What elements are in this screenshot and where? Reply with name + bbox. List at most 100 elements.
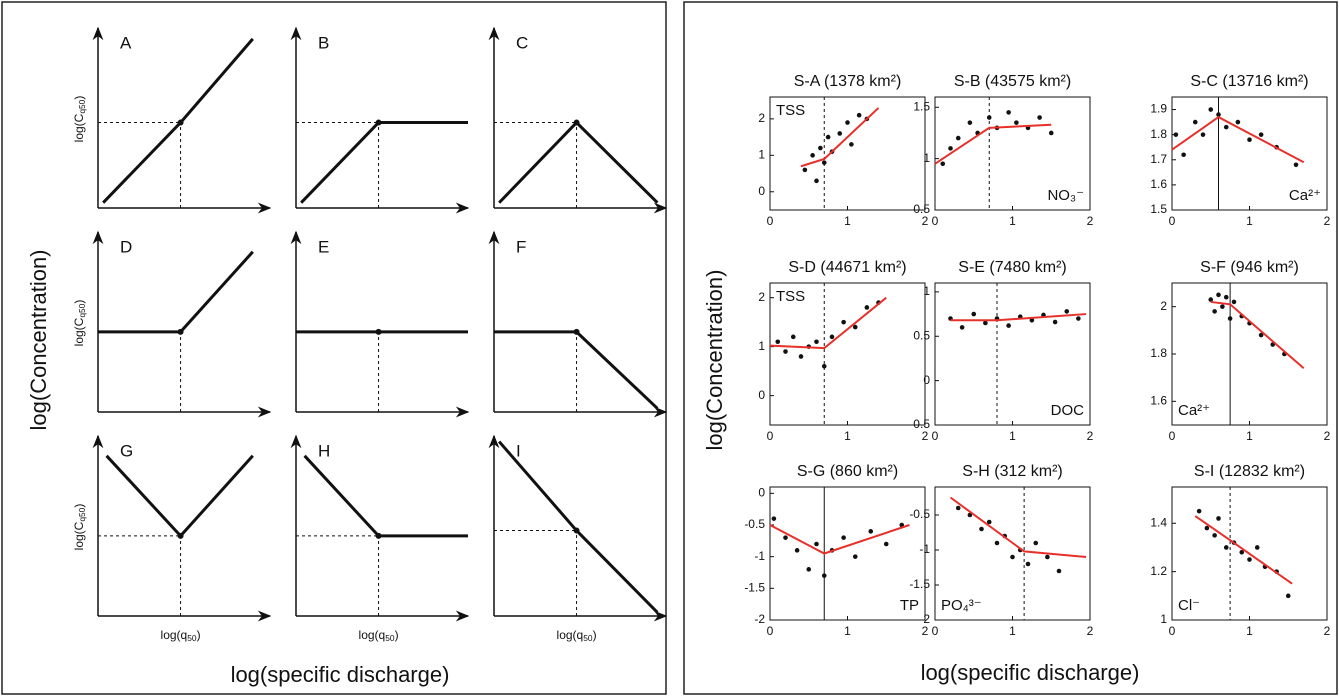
data-point bbox=[899, 522, 905, 528]
y-tick-label: 0 bbox=[923, 373, 930, 387]
y-tick-label: 0 bbox=[758, 388, 765, 402]
x-tick-label: 1 bbox=[1009, 214, 1016, 228]
data-point bbox=[1254, 545, 1260, 550]
panel-label: H bbox=[318, 441, 330, 460]
data-point bbox=[1208, 297, 1214, 302]
x-tick-label: 1 bbox=[844, 624, 851, 638]
x-tick-label: 2 bbox=[1087, 624, 1094, 638]
x-tick-label: 0 bbox=[932, 214, 939, 228]
x-axis-label: log(q50) bbox=[557, 628, 597, 643]
panel-annotation: Ca²⁺ bbox=[1178, 402, 1210, 419]
data-point bbox=[1025, 561, 1031, 567]
data-point bbox=[1227, 316, 1233, 321]
x-tick-label: 2 bbox=[1087, 429, 1094, 443]
data-point bbox=[1223, 545, 1229, 550]
x-tick-label: 0 bbox=[1169, 429, 1176, 443]
data-point bbox=[1181, 152, 1186, 158]
fit-line bbox=[1194, 515, 1293, 585]
x-axis-label-part: ) bbox=[395, 628, 399, 642]
data-point bbox=[837, 131, 843, 136]
fit-line bbox=[1171, 115, 1305, 164]
x-tick-label: 2 bbox=[922, 624, 929, 638]
y-tick-label: 1.7 bbox=[1150, 152, 1167, 166]
threshold-point bbox=[573, 119, 580, 126]
concept-line bbox=[498, 120, 659, 204]
data-point bbox=[783, 535, 788, 540]
panel-title: S-D (44671 km²) bbox=[788, 259, 906, 276]
y-tick-label: 0 bbox=[758, 486, 765, 500]
data-point bbox=[821, 160, 827, 165]
panel-label: I bbox=[516, 441, 521, 460]
threshold-point bbox=[573, 527, 580, 534]
x-tick-label: 0 bbox=[1169, 214, 1176, 228]
data-point bbox=[1258, 132, 1264, 137]
data-point bbox=[1064, 309, 1070, 314]
panel-annotation: TP bbox=[900, 597, 919, 614]
right-y-label: log(Concentration) bbox=[702, 270, 727, 451]
concept-line bbox=[300, 121, 468, 204]
fit-line bbox=[950, 313, 1087, 322]
data-point bbox=[849, 142, 854, 147]
threshold-point bbox=[573, 328, 580, 335]
fit-line bbox=[1210, 300, 1305, 369]
data-point bbox=[1196, 508, 1202, 514]
data-point bbox=[979, 526, 984, 532]
y-axis-label-part: q50 bbox=[77, 303, 87, 317]
x-tick-label: 2 bbox=[1324, 214, 1331, 228]
panel-title: S-H (312 km²) bbox=[962, 463, 1062, 480]
y-tick-label: 1.5 bbox=[913, 99, 930, 113]
left-frame bbox=[1, 1, 667, 695]
data-point bbox=[1258, 332, 1264, 338]
x-tick-label: 1 bbox=[1246, 624, 1253, 638]
x-axis-label-part: ) bbox=[593, 628, 597, 642]
data-point bbox=[1231, 299, 1237, 305]
y-axis-label: log(Cq50) bbox=[72, 504, 87, 551]
y-tick-label: 2 bbox=[1160, 299, 1167, 313]
panel-annotation: TSS bbox=[776, 102, 805, 119]
data-point bbox=[775, 339, 781, 345]
data-point bbox=[948, 146, 953, 151]
y-axis-label-part: log(C bbox=[72, 317, 86, 346]
data-point bbox=[971, 311, 977, 317]
data-point bbox=[821, 573, 827, 578]
y-tick-label: -1.5 bbox=[744, 581, 765, 595]
x-tick-label: 1 bbox=[1246, 429, 1253, 443]
y-tick-label: -2 bbox=[919, 612, 930, 626]
data-point bbox=[1216, 112, 1221, 117]
x-axis-label-part: 50 bbox=[583, 633, 593, 643]
y-tick-label: 0.5 bbox=[913, 202, 930, 216]
x-tick-label: 1 bbox=[1009, 429, 1016, 443]
panel-label: A bbox=[120, 33, 132, 52]
y-axis-label-part: ) bbox=[72, 504, 86, 508]
data-point bbox=[868, 529, 874, 534]
y-tick-label: 1.8 bbox=[1150, 346, 1167, 360]
threshold-point bbox=[375, 119, 382, 126]
panel-annotation: NO₃⁻ bbox=[1047, 187, 1084, 204]
y-tick-label: -1 bbox=[754, 549, 765, 563]
data-point bbox=[1285, 593, 1291, 599]
data-point bbox=[1239, 549, 1245, 555]
data-point bbox=[1048, 130, 1054, 136]
x-tick-label: 2 bbox=[1087, 214, 1094, 228]
x-axis-label-part: ) bbox=[197, 628, 201, 642]
y-tick-label: 1.8 bbox=[1150, 127, 1167, 141]
x-tick-label: 1 bbox=[844, 429, 851, 443]
x-tick-label: 2 bbox=[922, 214, 929, 228]
y-tick-label: 1.5 bbox=[1150, 202, 1167, 216]
y-axis-label-part: log(C bbox=[72, 521, 86, 550]
data-point bbox=[814, 541, 819, 547]
threshold-point bbox=[177, 119, 184, 126]
data-point bbox=[852, 554, 858, 559]
x-tick-label: 1 bbox=[1246, 214, 1253, 228]
data-point bbox=[883, 541, 889, 547]
data-point bbox=[1216, 292, 1221, 298]
panel-annotation: Cl⁻ bbox=[1178, 597, 1200, 614]
data-point bbox=[829, 334, 835, 340]
data-point bbox=[818, 145, 823, 151]
threshold-point bbox=[375, 532, 382, 539]
y-axis-label-part: log(C bbox=[72, 113, 86, 142]
data-point bbox=[783, 349, 788, 354]
data-point bbox=[1045, 554, 1050, 560]
x-tick-label: 0 bbox=[767, 214, 774, 228]
